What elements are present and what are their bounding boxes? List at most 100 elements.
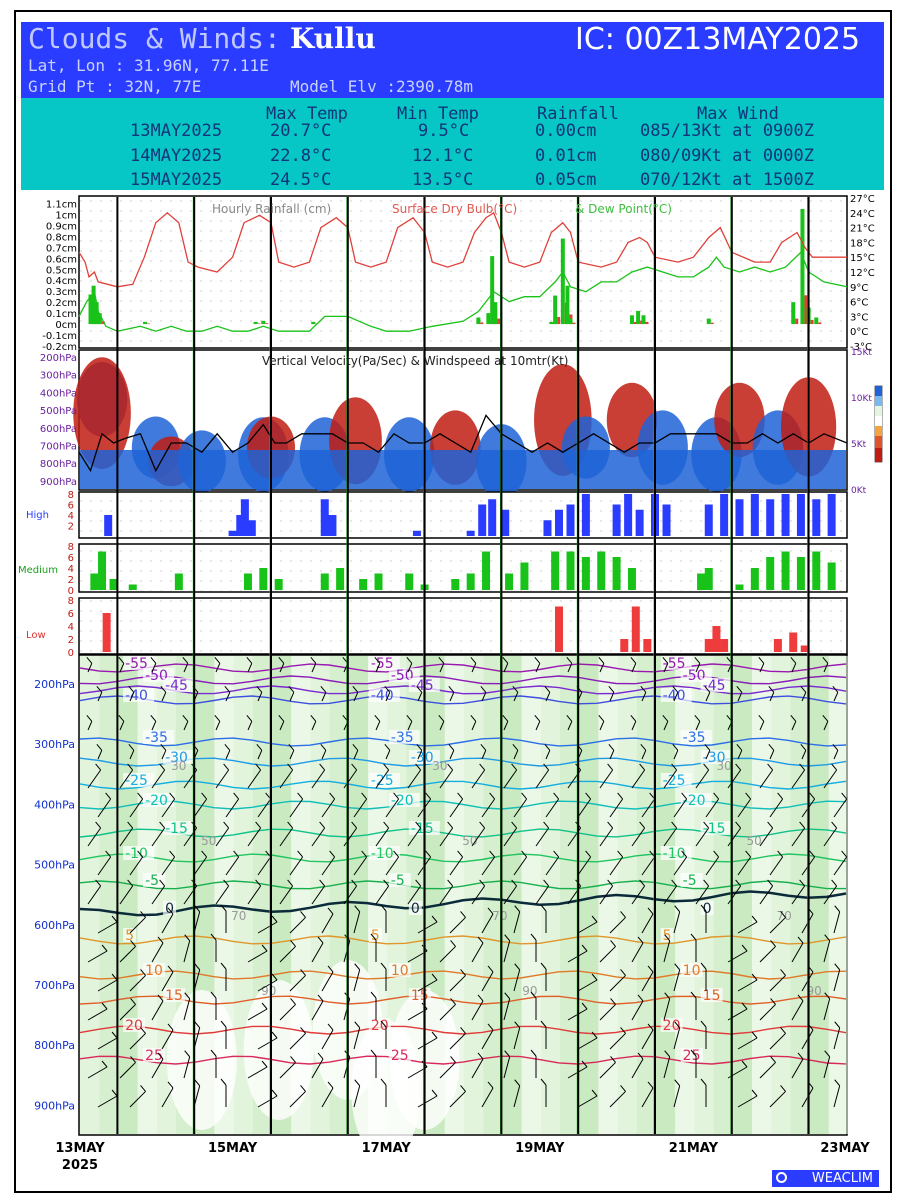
wind-barb-flag — [607, 879, 614, 887]
isotherm-label: 0 — [703, 901, 712, 917]
wind-barb-flag — [167, 965, 174, 973]
wind-barb — [577, 979, 598, 992]
wind-barb — [129, 1033, 146, 1050]
isotherm-label-bg — [408, 901, 422, 915]
wind-barb-flag — [664, 1050, 671, 1058]
cloud-tick-label: 2 — [68, 522, 74, 533]
isotherm-label-bg — [660, 928, 674, 942]
cloud-bar — [697, 573, 706, 590]
wind-barb — [503, 885, 518, 905]
isotherm-label-bg — [368, 1018, 391, 1032]
wind-barb-flag — [327, 1023, 334, 1031]
date-tick-label: 15MAY — [208, 1141, 258, 1156]
wind-barb-flag — [799, 763, 806, 771]
wind-barb — [599, 1004, 616, 1021]
wind-barb-flag — [105, 850, 112, 858]
wind-barb — [321, 798, 336, 818]
wind-barb — [503, 827, 518, 847]
wind-barb — [481, 692, 487, 702]
rh-column — [809, 656, 829, 1134]
row-max-wind: 070/12Kt at 1500Z — [640, 170, 814, 190]
wind-barb-flag — [255, 763, 262, 771]
wind-barb-flag — [713, 850, 720, 858]
isotherm-label: 20 — [371, 1018, 389, 1034]
rain-tick-label: 0.7cm — [46, 243, 77, 254]
wind-barb-flag — [831, 821, 838, 829]
wind-barb — [353, 969, 361, 992]
wind-barb-flag — [489, 792, 496, 800]
rain-bar — [636, 310, 641, 325]
wind-barb — [311, 663, 317, 673]
isotherm-label-bg — [143, 793, 175, 807]
date-tick-label: 23MAY — [820, 1141, 870, 1156]
rh-column — [521, 656, 541, 1134]
rh-label: 50 — [201, 834, 216, 848]
rain-bar — [553, 295, 558, 325]
wind-barb-flag — [703, 879, 710, 887]
wind-barb-flag — [834, 1021, 841, 1029]
wind-barb — [97, 856, 112, 876]
wind-barb-flag — [150, 657, 157, 664]
wind-barb — [503, 769, 518, 789]
rain-tick-label: 0.5cm — [46, 265, 77, 276]
row-max-temp: 24.5°C — [270, 170, 332, 190]
series-line — [78, 251, 848, 332]
wind-barb — [119, 721, 125, 731]
wind-barb-flag — [480, 686, 487, 693]
isotherm-label-bg — [680, 793, 712, 807]
cloud-bar — [735, 499, 744, 536]
wind-barb-flag — [167, 1023, 174, 1031]
wind-barb — [449, 975, 466, 992]
wind-barb — [279, 827, 294, 847]
isotherm-label: -15 — [165, 821, 188, 837]
series-line — [78, 211, 847, 288]
isotherm-label: -30 — [411, 750, 434, 766]
isotherm-label: -35 — [683, 730, 706, 746]
wind-barb-flag — [671, 821, 678, 829]
wind-barb — [353, 798, 368, 818]
wind-barb — [513, 969, 521, 992]
wind-barb-flag — [448, 686, 455, 693]
cloud-bar — [750, 494, 759, 536]
velocity-tick-label: 200hPa — [40, 353, 77, 364]
isotherm-label: -45 — [411, 678, 434, 694]
wind-barb — [471, 721, 477, 731]
wind-barb-flag — [256, 686, 263, 693]
wind-barb — [279, 1004, 296, 1021]
wind-barb-flag — [470, 657, 477, 664]
wind-barb — [791, 885, 806, 905]
isotherm-label: -30 — [165, 750, 188, 766]
wind-barb — [503, 940, 511, 963]
wind-barb — [769, 1033, 786, 1050]
wind-barb — [407, 885, 422, 905]
wind-barb-flag — [118, 715, 125, 722]
wind-barb — [513, 692, 519, 702]
cloud-bar — [466, 573, 475, 590]
cloud-bar — [704, 504, 713, 536]
wind-barb — [609, 975, 626, 992]
wind-barb-flag — [457, 792, 464, 800]
isotherm-label: 20 — [125, 1018, 143, 1034]
wind-barb — [247, 1008, 268, 1021]
wind-barb-flag — [591, 1031, 598, 1039]
rain-tick-label: 0.9cm — [46, 221, 77, 232]
cloud-tick-label: 0 — [68, 586, 74, 597]
wind-barb-flag — [380, 904, 387, 912]
wind-barb — [289, 975, 306, 992]
velocity-tick-label: 900hPa — [40, 477, 77, 488]
wind-barb — [823, 885, 838, 905]
wind-barb — [417, 692, 423, 702]
wind-barb-flag — [841, 850, 848, 858]
wind-barb-flag — [620, 1027, 626, 1034]
wind-barb-flag — [130, 1056, 136, 1063]
wind-barb — [471, 663, 477, 673]
wind-barb-flag — [310, 657, 317, 664]
isotherm-label-bg — [660, 773, 692, 787]
wind-barb-flag — [598, 715, 605, 722]
wind-barb — [641, 913, 654, 934]
wind-barb — [257, 856, 272, 876]
wind-barb — [791, 1058, 804, 1079]
wind-barb — [257, 750, 263, 760]
wind-barb-flag — [504, 1050, 511, 1058]
cloud-bar — [555, 606, 563, 652]
